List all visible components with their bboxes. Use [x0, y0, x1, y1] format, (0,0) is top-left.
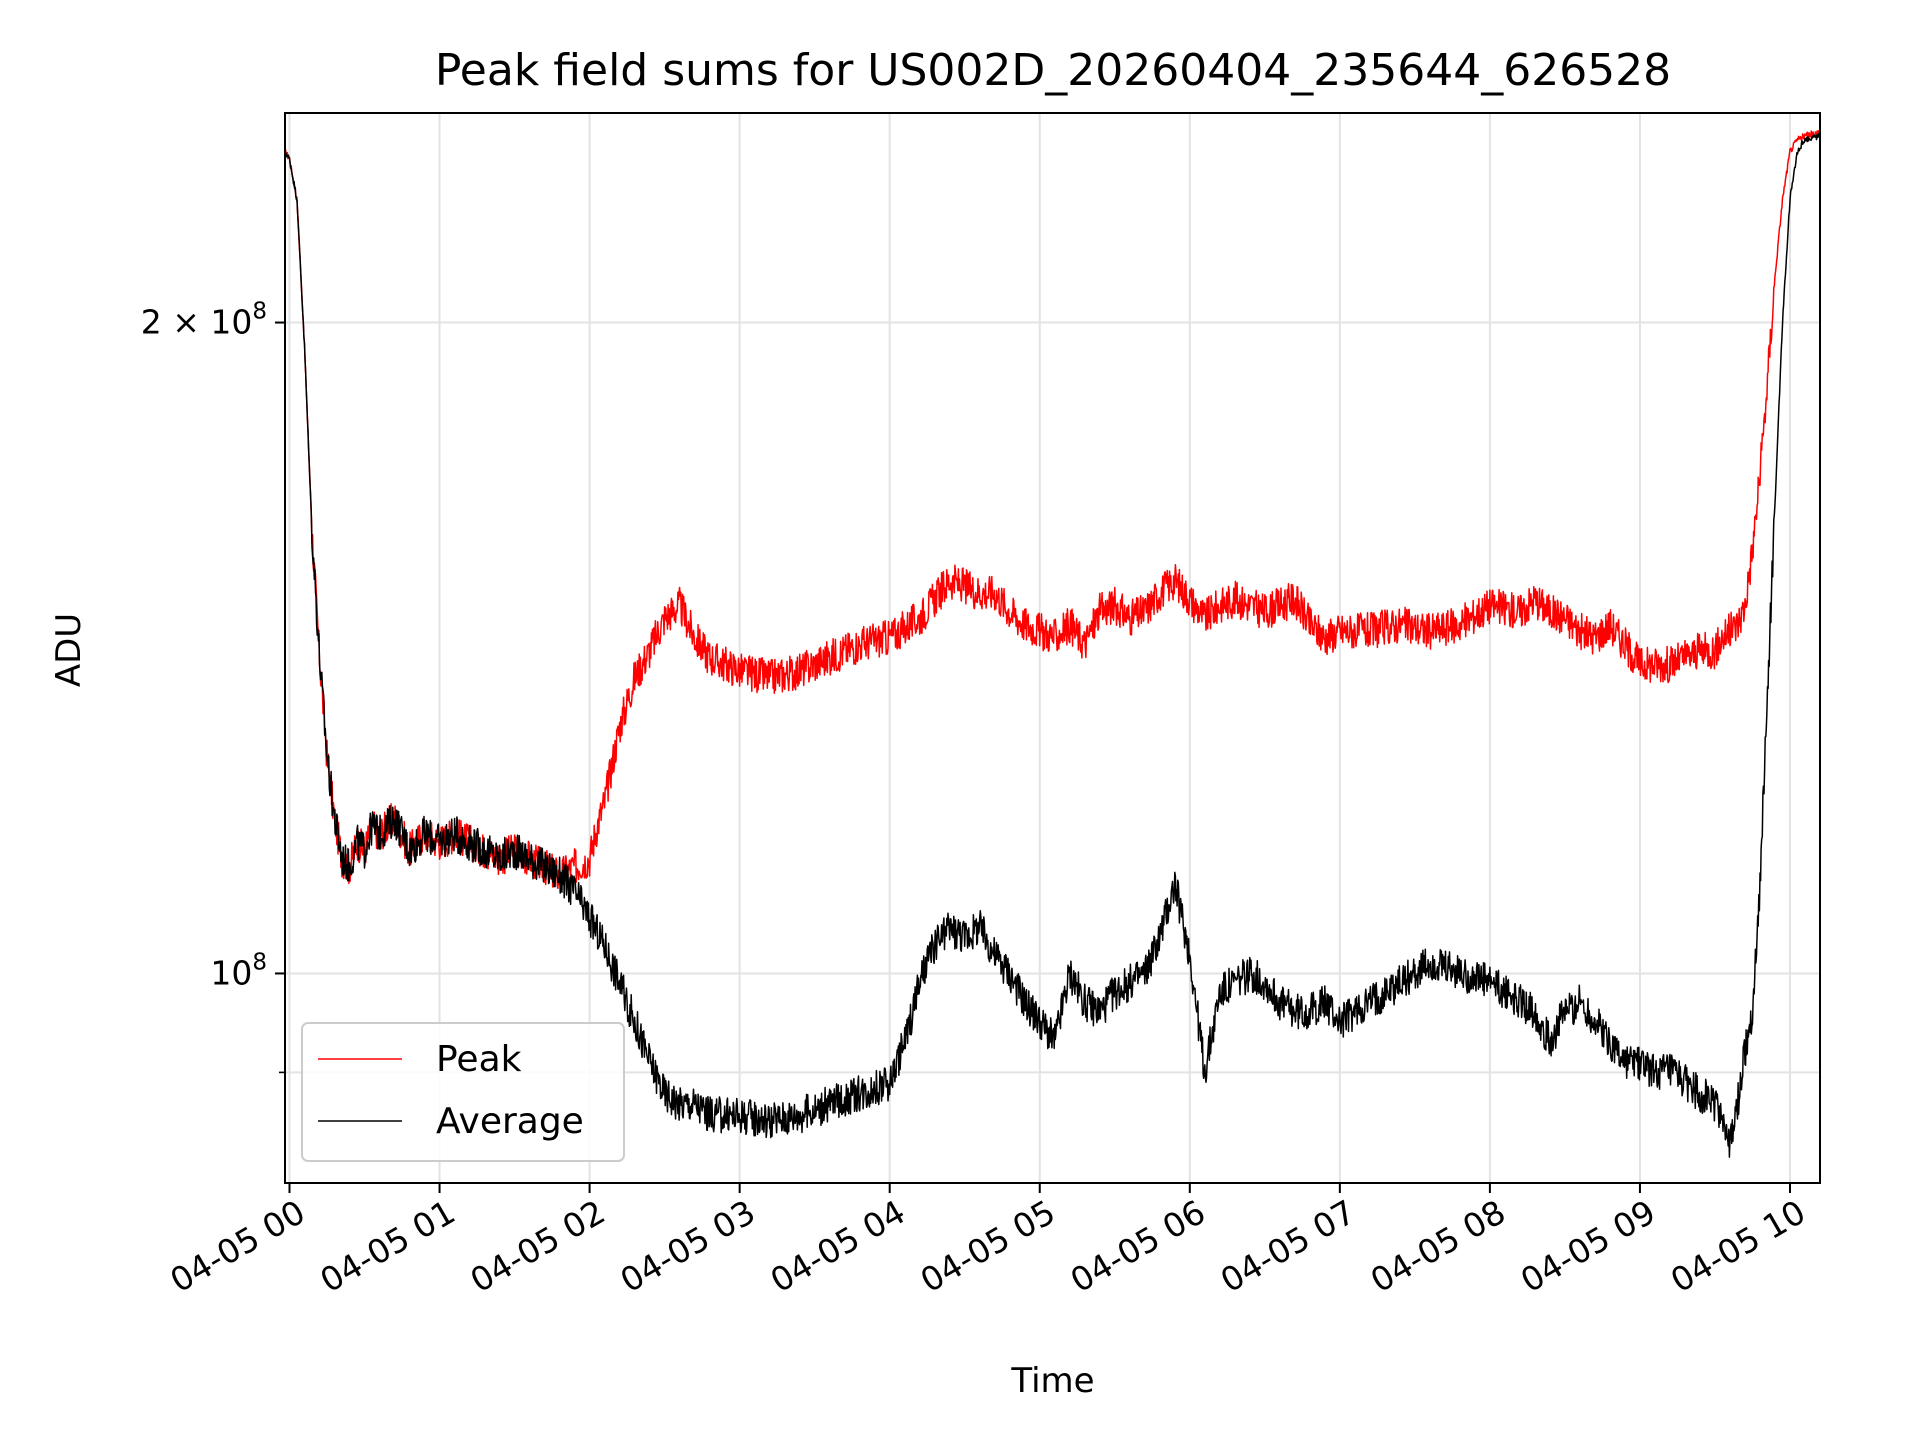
series-layer [285, 129, 1820, 1158]
y-axis-title: ADU [49, 613, 89, 687]
y-tick-exponent: 8 [252, 299, 267, 325]
y-tick-base: 10 [210, 303, 252, 342]
legend-label-peak: Peak [436, 1039, 522, 1080]
legend-box [301, 1022, 625, 1162]
x-axis-title: Time [1010, 1361, 1094, 1401]
legend: Peak Average [301, 1022, 625, 1162]
y-tick-label: 108 [210, 949, 267, 992]
grid [285, 113, 1820, 1183]
y-tick-label: 2 × 108 [141, 299, 267, 342]
y-tick-mantissa: 2 × [141, 303, 211, 342]
y-tick-base: 10 [210, 953, 252, 992]
y-tick-exponent: 8 [252, 949, 267, 975]
series-line-average [285, 132, 1820, 1158]
plot-frame [284, 112, 1821, 1184]
legend-label-average: Average [436, 1101, 584, 1142]
chart-title: Peak field sums for US002D_20260404_2356… [435, 45, 1671, 96]
